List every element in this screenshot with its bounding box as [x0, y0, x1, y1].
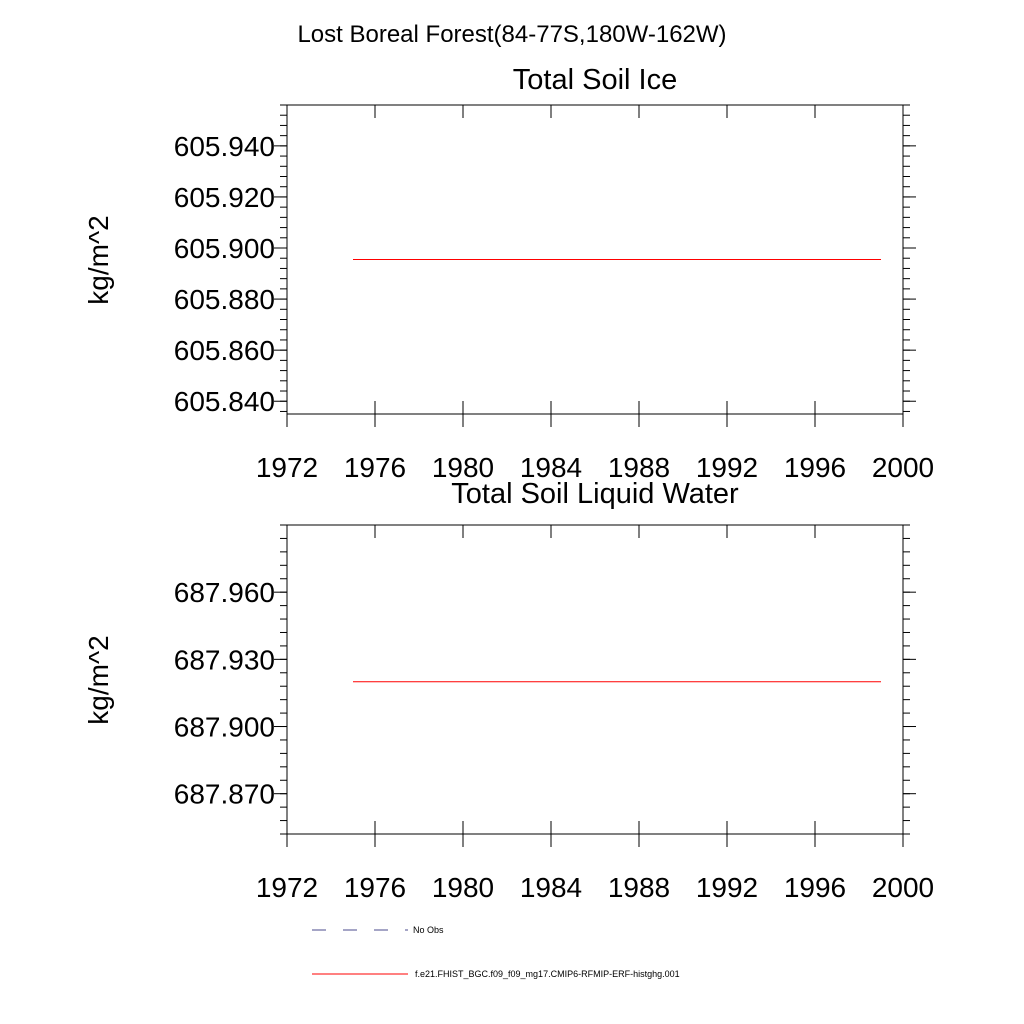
x-tick-label: 1976: [344, 452, 406, 483]
x-tick-label: 1996: [784, 872, 846, 903]
x-tick-label: 1980: [432, 872, 494, 903]
x-tick-label: 2000: [872, 452, 934, 483]
panel-title: Total Soil Liquid Water: [451, 478, 739, 510]
x-tick-label: 1992: [696, 452, 758, 483]
y-axis-label: kg/m^2: [83, 635, 114, 724]
legend-item-model-run: f.e21.FHIST_BGC.f09_f09_mg17.CMIP6-RFMIP…: [312, 969, 680, 979]
y-tick-label: 687.960: [174, 577, 275, 608]
x-tick-label: 2000: [872, 872, 934, 903]
legend-item-no-obs: No Obs: [312, 925, 444, 935]
y-axis-label: kg/m^2: [83, 215, 114, 304]
y-tick-label: 605.860: [174, 335, 275, 366]
x-tick-label: 1988: [608, 452, 670, 483]
plot-frame: [286, 104, 904, 415]
y-tick-label: 605.900: [174, 233, 275, 264]
legend-label: No Obs: [413, 925, 444, 935]
y-tick-label: 605.840: [174, 386, 275, 417]
plot-frame: [286, 524, 904, 835]
figure-suptitle: Lost Boreal Forest(84-77S,180W-162W): [297, 21, 726, 48]
legend-label: f.e21.FHIST_BGC.f09_f09_mg17.CMIP6-RFMIP…: [415, 969, 680, 979]
x-tick-label: 1972: [256, 872, 318, 903]
x-tick-label: 1976: [344, 872, 406, 903]
x-tick-label: 1980: [432, 452, 494, 483]
x-tick-label: 1984: [520, 872, 582, 903]
plot-marks: 1972 1976 1980 1984 1988 1992 1996 2000 687.870 6…: [174, 524, 934, 903]
x-tick-label: 1988: [608, 872, 670, 903]
x-tick-label: 1992: [696, 872, 758, 903]
panel-total-soil-liquid-water: Total Soil Liquid Water kg/m^2 1972 1976 1…: [83, 478, 934, 903]
y-tick-label: 605.880: [174, 284, 275, 315]
y-tick-label: 687.930: [174, 644, 275, 675]
panel-total-soil-ice: Total Soil Ice kg/m^2 1972 1976 1980 1984 19…: [83, 64, 934, 483]
plot-marks: 1972 1976 1980 1984 1988 1992 1996 2000 605.840 6…: [174, 104, 934, 483]
legend: No Obs f.e21.FHIST_BGC.f09_f09_mg17.CMIP…: [312, 925, 680, 979]
x-tick-label: 1972: [256, 452, 318, 483]
panel-title: Total Soil Ice: [513, 64, 677, 96]
y-tick-label: 605.940: [174, 131, 275, 162]
y-tick-label: 687.900: [174, 712, 275, 743]
y-tick-label: 687.870: [174, 779, 275, 810]
x-tick-label: 1984: [520, 452, 582, 483]
x-tick-label: 1996: [784, 452, 846, 483]
y-tick-label: 605.920: [174, 182, 275, 213]
